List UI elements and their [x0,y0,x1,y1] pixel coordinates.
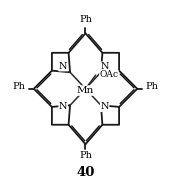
Text: 40: 40 [76,166,95,179]
Text: Ph: Ph [79,151,92,160]
Text: OAc: OAc [99,70,118,79]
Text: Ph: Ph [12,82,25,91]
Text: Ph: Ph [79,15,92,24]
Text: N: N [100,102,109,111]
Text: Ph: Ph [146,82,159,91]
Text: N: N [59,102,67,111]
Text: N: N [59,62,67,71]
Text: N: N [100,62,109,71]
Text: Mn: Mn [77,86,94,95]
